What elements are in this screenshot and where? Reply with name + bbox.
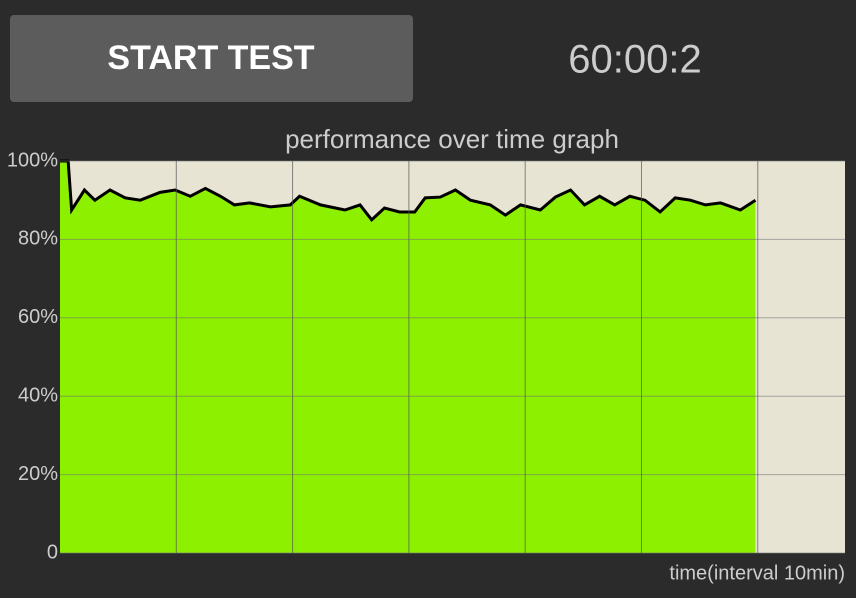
start-button[interactable]	[10, 15, 413, 102]
y-tick-label: 60%	[18, 306, 58, 328]
chart-title: performance over time graph	[285, 124, 619, 154]
y-tick-label: 20%	[18, 463, 58, 485]
x-axis-label: time(interval 10min)	[669, 562, 845, 584]
y-tick-label: 100%	[7, 149, 58, 171]
line	[60, 159, 757, 223]
y-tick-label: 80%	[18, 228, 58, 250]
y-tick-label: 0	[47, 541, 58, 563]
y-tick-label: 40%	[18, 384, 58, 406]
button-label: START TEST	[107, 39, 314, 77]
timer: 60:00:2	[568, 38, 701, 82]
area	[60, 161, 756, 553]
